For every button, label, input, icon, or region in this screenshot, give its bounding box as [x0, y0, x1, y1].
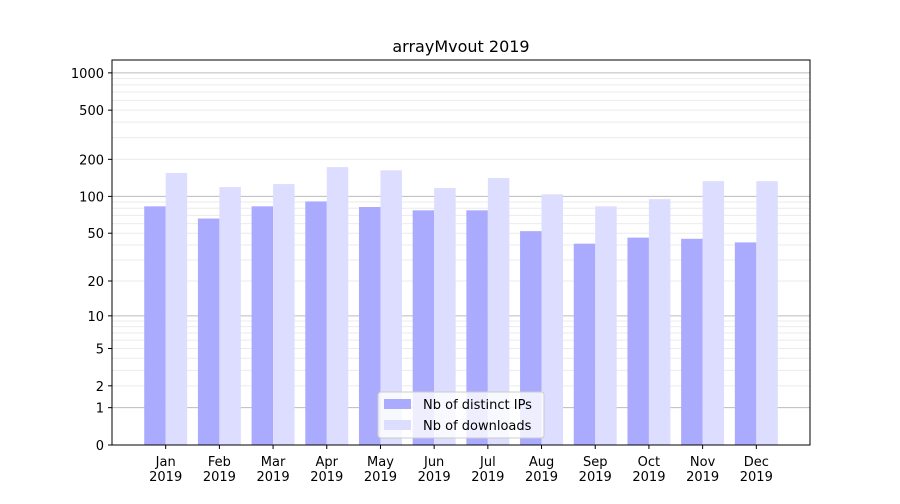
y-tick-label: 100 [79, 190, 104, 205]
x-tick-label: Jul 2019 [471, 455, 504, 485]
legend-swatch [384, 399, 411, 409]
bar-downloads [702, 181, 725, 445]
bar-distinct-ips [197, 218, 220, 445]
y-tick-label: 20 [87, 275, 104, 290]
plot-frame [111, 59, 811, 446]
bar-downloads [541, 194, 564, 445]
legend-swatch [384, 420, 411, 430]
bar-distinct-ips [358, 206, 381, 445]
x-tick-label: Nov 2019 [686, 455, 719, 485]
bar-distinct-ips [251, 206, 274, 445]
bar-downloads [756, 181, 778, 445]
bar-downloads [326, 167, 349, 445]
y-tick-label: 0 [96, 439, 104, 454]
x-tick-label: Feb 2019 [203, 455, 236, 485]
bar-downloads [434, 188, 456, 445]
x-tick-label: May 2019 [364, 455, 397, 485]
legend-label: Nb of downloads [423, 419, 532, 434]
y-tick-label: 5 [96, 342, 104, 357]
y-tick-label: 50 [87, 227, 104, 242]
x-tick-label: Jan 2019 [149, 455, 182, 485]
bar-downloads [595, 206, 617, 445]
x-tick-label: Mar 2019 [257, 455, 290, 485]
bar-distinct-ips [734, 242, 757, 445]
bar-downloads [487, 178, 510, 446]
y-tick-label: 200 [79, 153, 104, 168]
x-tick-label: Oct 2019 [632, 455, 665, 485]
legend-label: Nb of distinct IPs [423, 398, 532, 413]
y-tick-label: 1000 [71, 67, 104, 82]
bar-downloads [380, 170, 402, 445]
y-tick-label: 500 [79, 104, 104, 119]
bar-distinct-ips [573, 243, 596, 445]
x-tick-label: Aug 2019 [525, 455, 558, 485]
bar-distinct-ips [412, 210, 435, 445]
legend: Nb of distinct IPs Nb of downloads [377, 391, 545, 439]
bar-downloads [273, 184, 295, 446]
legend-box [377, 391, 545, 439]
x-tick-label: Apr 2019 [310, 455, 343, 485]
x-axis: Jan 2019 Feb 2019 Mar 2019 Apr 2019 May 2019 Jun 20… [149, 445, 773, 485]
bar-distinct-ips [466, 210, 488, 445]
bar-downloads [219, 187, 241, 445]
x-tick-label: Jun 2019 [418, 455, 451, 485]
x-tick-label: Dec 2019 [740, 455, 773, 485]
x-tick-label: Sep 2019 [579, 455, 612, 485]
y-tick-label: 1 [96, 402, 104, 417]
chart-title: arrayMvout 2019 [392, 37, 529, 56]
bar-downloads [648, 199, 671, 445]
y-axis: 0 1 2 5 10 20 50 100 200 500 1000 [71, 67, 112, 454]
bar-distinct-ips [627, 237, 649, 445]
y-tick-label: 10 [87, 310, 104, 325]
bar-distinct-ips [681, 238, 703, 445]
bar-distinct-ips [305, 201, 327, 445]
bar-distinct-ips [144, 206, 166, 445]
y-tick-label: 2 [96, 380, 104, 395]
bar-downloads [165, 172, 188, 445]
